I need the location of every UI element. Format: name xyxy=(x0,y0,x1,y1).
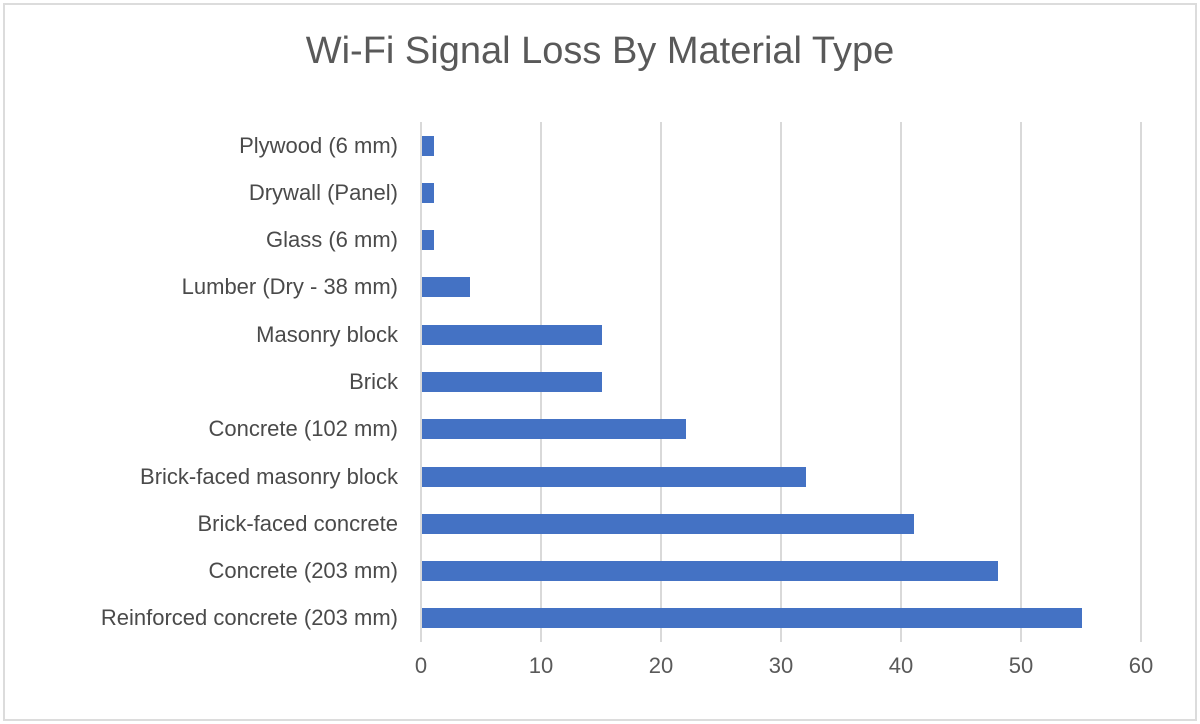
category-label: Masonry block xyxy=(256,321,398,347)
bar xyxy=(422,419,686,440)
bar xyxy=(422,513,914,534)
chart-title: Wi-Fi Signal Loss By Material Type xyxy=(305,30,895,72)
gridline xyxy=(660,122,662,642)
category-label: Lumber (Dry - 38 mm) xyxy=(181,274,398,300)
category-label: Concrete (203 mm) xyxy=(208,558,398,584)
category-label: Drywall (Panel) xyxy=(248,179,398,205)
bar xyxy=(422,466,806,487)
bar xyxy=(422,372,602,392)
category-label: Brick-faced masonry block xyxy=(140,463,398,489)
gridline xyxy=(1140,122,1142,642)
category-axis-labels: Plywood (6 mm) Drywall (Panel) Glass (6 mm… xyxy=(0,122,398,642)
category-label: Brick-faced concrete xyxy=(197,510,398,536)
gridline xyxy=(1020,122,1022,642)
x-tick-label: 10 xyxy=(528,653,554,678)
bar xyxy=(422,561,998,582)
value-axis-labels: 0 10 20 30 40 50 60 xyxy=(415,653,1153,683)
category-label: Reinforced concrete (203 mm) xyxy=(100,605,398,631)
x-tick-label: 30 xyxy=(768,653,794,678)
bar xyxy=(422,230,434,251)
x-tick-label: 50 xyxy=(1008,653,1034,678)
x-tick-label: 0 xyxy=(414,653,428,678)
bar xyxy=(422,608,1082,629)
gridline xyxy=(900,122,902,642)
plot-area xyxy=(420,122,1142,642)
category-label: Brick xyxy=(349,369,398,394)
category-label: Concrete (102 mm) xyxy=(208,416,398,442)
bar xyxy=(422,324,602,345)
category-label: Plywood (6 mm) xyxy=(239,132,398,158)
bar xyxy=(422,135,434,156)
bar xyxy=(422,182,434,203)
bar xyxy=(422,277,470,298)
gridline xyxy=(780,122,782,642)
gridline xyxy=(420,122,422,642)
x-tick-label: 60 xyxy=(1128,653,1154,678)
category-label: Glass (6 mm) xyxy=(266,227,398,253)
x-tick-label: 40 xyxy=(888,653,914,678)
x-tick-label: 20 xyxy=(648,653,674,678)
